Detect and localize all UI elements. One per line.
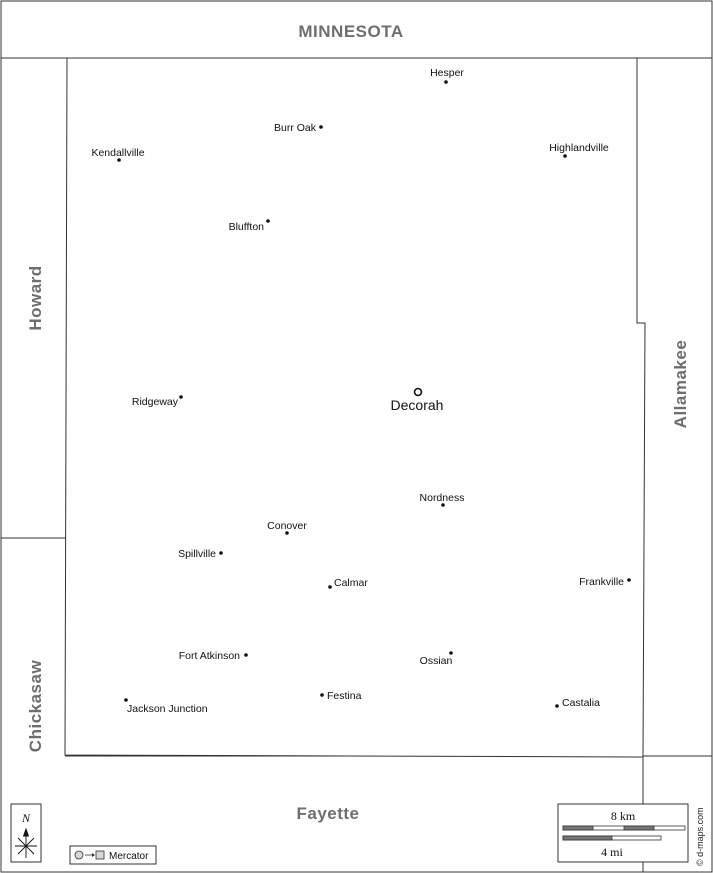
projection-box: Mercator [69, 845, 157, 865]
town-label: Jackson Junction [127, 703, 208, 715]
neighbor-north-label: MINNESOTA [298, 22, 403, 41]
county-boundary [64, 57, 646, 758]
town-dot-icon [563, 154, 567, 158]
town-label: Calmar [334, 577, 368, 589]
town-dot-icon [266, 219, 270, 223]
town-kendallville[interactable]: Kendallville [91, 147, 145, 162]
town-calmar[interactable]: Calmar [328, 577, 368, 589]
town-dot-icon [117, 158, 121, 162]
town-spillville[interactable]: Spillville [178, 548, 223, 560]
town-frankville[interactable]: Frankville [579, 576, 631, 588]
town-hesper[interactable]: Hesper [430, 67, 464, 84]
credit-label: © d-maps.com [695, 807, 705, 866]
county-seat-icon [413, 387, 423, 397]
town-dot-icon [320, 693, 324, 697]
projection-icon [74, 850, 105, 860]
county-seat-label: Decorah [391, 397, 444, 413]
town-dot-icon [555, 704, 559, 708]
neighbor-south-label: Fayette [296, 804, 359, 823]
neighbor-east-label: Allamakee [671, 340, 690, 429]
town-label: Bluffton [229, 221, 265, 233]
neighbor-west-lower-label: Chickasaw [26, 660, 45, 753]
scale-mi-label: 4 mi [601, 845, 623, 859]
scale-bar: 8 km 4 mi [557, 803, 689, 863]
town-jackson-junction[interactable]: Jackson Junction [124, 698, 208, 715]
town-bluffton[interactable]: Bluffton [229, 219, 270, 233]
town-conover[interactable]: Conover [267, 520, 307, 535]
town-label: Spillville [178, 548, 216, 560]
town-label: Ossian [420, 655, 453, 667]
town-label: Fort Atkinson [179, 650, 240, 662]
town-dot-icon [449, 651, 453, 655]
town-dot-icon [444, 80, 448, 84]
town-dot-icon [328, 585, 332, 589]
town-label: Nordness [420, 492, 465, 504]
town-label: Frankville [579, 576, 624, 588]
town-label: Conover [267, 520, 307, 532]
town-burr-oak[interactable]: Burr Oak [274, 122, 323, 134]
town-nordness[interactable]: Nordness [420, 492, 465, 507]
town-dot-icon [285, 531, 289, 535]
town-label: Castalia [562, 697, 600, 709]
town-ridgeway[interactable]: Ridgeway [132, 395, 183, 408]
town-label: Highlandville [549, 142, 609, 154]
north-label: N [21, 811, 31, 825]
town-label: Burr Oak [274, 122, 317, 134]
town-castalia[interactable]: Castalia [555, 697, 600, 709]
town-label: Festina [327, 690, 362, 702]
town-dot-icon [441, 503, 445, 507]
town-dot-icon [627, 578, 631, 582]
scale-km-label: 8 km [611, 809, 636, 823]
town-dot-icon [179, 395, 183, 399]
county-seat-decorah[interactable]: Decorah [391, 387, 444, 414]
town-festina[interactable]: Festina [320, 690, 362, 702]
town-highlandville[interactable]: Highlandville [549, 142, 609, 158]
town-fort-atkinson[interactable]: Fort Atkinson [179, 650, 248, 662]
projection-label: Mercator [109, 851, 149, 862]
town-dot-icon [124, 698, 128, 702]
neighbor-west-upper-label: Howard [26, 265, 45, 330]
town-ossian[interactable]: Ossian [420, 651, 453, 667]
town-dot-icon [319, 125, 323, 129]
town-label: Hesper [430, 67, 464, 79]
north-arrow-icon [15, 827, 37, 858]
north-arrow: N [10, 803, 42, 863]
town-dot-icon [219, 551, 223, 555]
town-label: Kendallville [91, 147, 144, 159]
town-dot-icon [244, 653, 248, 657]
town-label: Ridgeway [132, 396, 179, 408]
